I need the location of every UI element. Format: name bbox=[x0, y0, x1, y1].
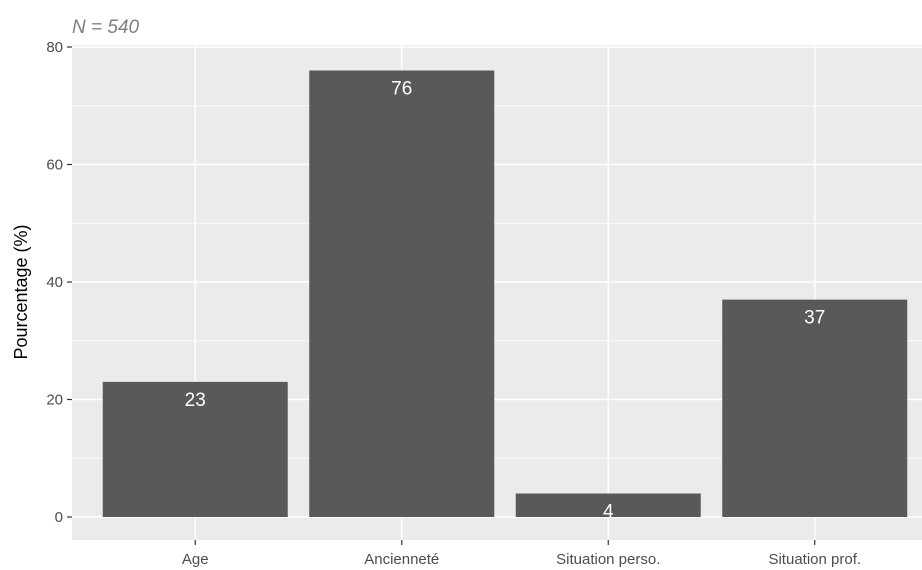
y-tick-label: 60 bbox=[46, 157, 63, 174]
y-axis-title: Pourcentage (%) bbox=[11, 224, 31, 359]
x-axis: Age Ancienneté Situation perso. Situation p… bbox=[182, 540, 861, 568]
y-tick-label: 20 bbox=[46, 392, 63, 409]
data-label: 76 bbox=[391, 79, 412, 100]
x-tick-label: Situation perso. bbox=[556, 551, 660, 568]
data-label: 4 bbox=[603, 502, 614, 523]
y-tick-label: 0 bbox=[55, 509, 63, 526]
bar bbox=[722, 299, 908, 517]
bars bbox=[102, 70, 908, 517]
bar bbox=[515, 493, 701, 517]
x-tick-label: Age bbox=[182, 551, 209, 568]
y-axis: 0 20 40 60 80 bbox=[46, 39, 72, 526]
bar bbox=[309, 70, 495, 517]
x-tick-label: Ancienneté bbox=[364, 551, 439, 568]
data-label: 23 bbox=[185, 390, 206, 411]
data-labels: 23 76 4 37 bbox=[185, 79, 826, 523]
data-label: 37 bbox=[804, 308, 825, 329]
chart-subtitle: N = 540 bbox=[72, 17, 140, 38]
y-tick-label: 40 bbox=[46, 274, 63, 291]
x-tick-label: Situation prof. bbox=[768, 551, 861, 568]
bar bbox=[102, 381, 288, 517]
y-tick-label: 80 bbox=[46, 39, 63, 56]
